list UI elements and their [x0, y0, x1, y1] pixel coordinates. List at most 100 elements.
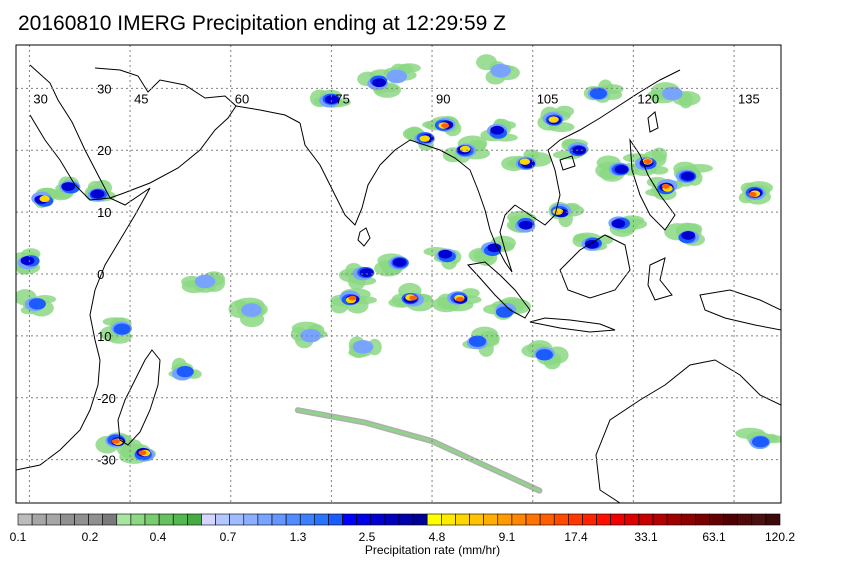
- rain-cell: [595, 155, 640, 182]
- colorbar-swatch: [31, 513, 47, 526]
- rain-cell: [16, 248, 41, 275]
- graticule: [16, 45, 781, 503]
- colorbar-swatch: [525, 513, 541, 526]
- rain-cell: [422, 116, 462, 137]
- coast-sulawesi: [647, 257, 673, 301]
- colorbar-swatch: [680, 513, 696, 526]
- colorbar-swatch: [441, 513, 456, 526]
- lon-label: 90: [436, 91, 450, 106]
- colorbar-swatch: [172, 513, 188, 526]
- rain-cell: [330, 288, 378, 314]
- colorbar-swatch: [455, 513, 470, 526]
- colorbar-tick-label: 9.1: [498, 530, 516, 544]
- colorbar-swatch: [469, 513, 484, 526]
- rain-cell: [348, 336, 382, 359]
- rain-band-core: [296, 408, 541, 493]
- rain-cell: [480, 118, 518, 142]
- colorbar-swatch: [426, 513, 442, 526]
- rain-cell: [552, 138, 589, 160]
- colorbar-tick-label: 4.8: [428, 530, 446, 544]
- colorbar-swatch: [299, 513, 315, 526]
- rain-cell: [673, 161, 713, 187]
- rain-cell: [483, 296, 531, 320]
- colorbar-swatch: [765, 513, 781, 526]
- colorbar-swatch: [709, 513, 724, 526]
- coast-philippines: [629, 138, 676, 231]
- colorbar-swatch: [723, 513, 738, 526]
- colorbar-title: Precipitation rate (mm/hr): [364, 543, 501, 557]
- colorbar-tick-label: 0.2: [81, 530, 99, 544]
- colorbar-tick-label: 0.1: [9, 530, 27, 544]
- colorbar-swatch: [187, 513, 202, 526]
- colorbar-swatch: [271, 513, 287, 526]
- rain-cell: [735, 427, 781, 450]
- lat-label: 10: [97, 205, 111, 220]
- colorbar: [17, 513, 781, 526]
- rain-cell: [521, 340, 569, 370]
- rain-cell: [664, 222, 706, 247]
- rain-cell: [738, 181, 773, 205]
- map-frame: [15, 44, 782, 504]
- rain-cell: [383, 63, 421, 84]
- rain-cell: [119, 439, 157, 464]
- rain-cell: [338, 262, 377, 290]
- rain-layer: [16, 54, 781, 494]
- colorbar-swatch: [201, 513, 216, 526]
- colorbar-swatch: [412, 513, 428, 526]
- coast-east-africa: [29, 114, 151, 361]
- coast-indochina: [514, 69, 681, 226]
- rain-cell: [583, 79, 624, 103]
- colorbar-tick-label: 17.4: [564, 530, 588, 544]
- colorbar-tick-label: 0.4: [149, 530, 167, 544]
- rain-cell: [290, 321, 328, 349]
- rain-cell: [423, 246, 462, 270]
- colorbar-tick-label: 63.1: [702, 530, 726, 544]
- colorbar-swatch: [553, 513, 569, 526]
- rain-cell: [432, 288, 482, 313]
- colorbar-swatch: [60, 513, 75, 526]
- lat-label: 30: [97, 81, 111, 96]
- coast-myanmar: [424, 144, 491, 231]
- colorbar-swatch: [257, 513, 273, 526]
- colorbar-swatch: [511, 513, 527, 526]
- colorbar-swatch: [652, 513, 668, 526]
- coast-india: [299, 122, 426, 226]
- colorbar-swatch: [666, 513, 682, 526]
- coast-madagascar: [117, 349, 161, 446]
- colorbar-swatch: [497, 513, 513, 526]
- colorbar-swatch: [695, 513, 710, 526]
- colorbar-swatch: [314, 513, 329, 526]
- colorbar-swatch: [596, 513, 611, 526]
- colorbar-swatch: [130, 513, 146, 526]
- rain-cell: [16, 289, 57, 317]
- lat-label: -20: [97, 391, 116, 406]
- rain-cell: [228, 297, 268, 328]
- rain-cell: [31, 187, 59, 209]
- lon-label: 45: [134, 91, 148, 106]
- lon-label: 75: [335, 91, 349, 106]
- coast-hainan: [559, 155, 576, 171]
- coast-arabia: [29, 64, 237, 199]
- colorbar-swatch: [102, 513, 118, 526]
- coast-newguinea: [699, 289, 781, 331]
- rain-cell: [84, 179, 116, 202]
- lon-label: 60: [235, 91, 249, 106]
- rain-cell: [608, 215, 648, 237]
- rain-cell: [442, 135, 491, 163]
- colorbar-swatch: [144, 513, 160, 526]
- map-body: [16, 45, 781, 503]
- coast-borneo: [559, 234, 631, 299]
- lat-label: -30: [97, 453, 116, 468]
- rain-cell: [548, 201, 585, 228]
- colorbar-swatch: [356, 513, 372, 526]
- coastlines: [16, 64, 781, 503]
- rain-cell: [402, 126, 435, 151]
- colorbar-tick-label: 33.1: [634, 530, 658, 544]
- lon-label: 120: [637, 91, 659, 106]
- rain-cell: [99, 317, 132, 344]
- colorbar-swatch: [483, 513, 499, 526]
- coast-taiwan: [647, 111, 659, 133]
- colorbar-swatch: [582, 513, 597, 526]
- colorbar-swatch: [45, 513, 61, 526]
- rain-cell: [501, 149, 552, 172]
